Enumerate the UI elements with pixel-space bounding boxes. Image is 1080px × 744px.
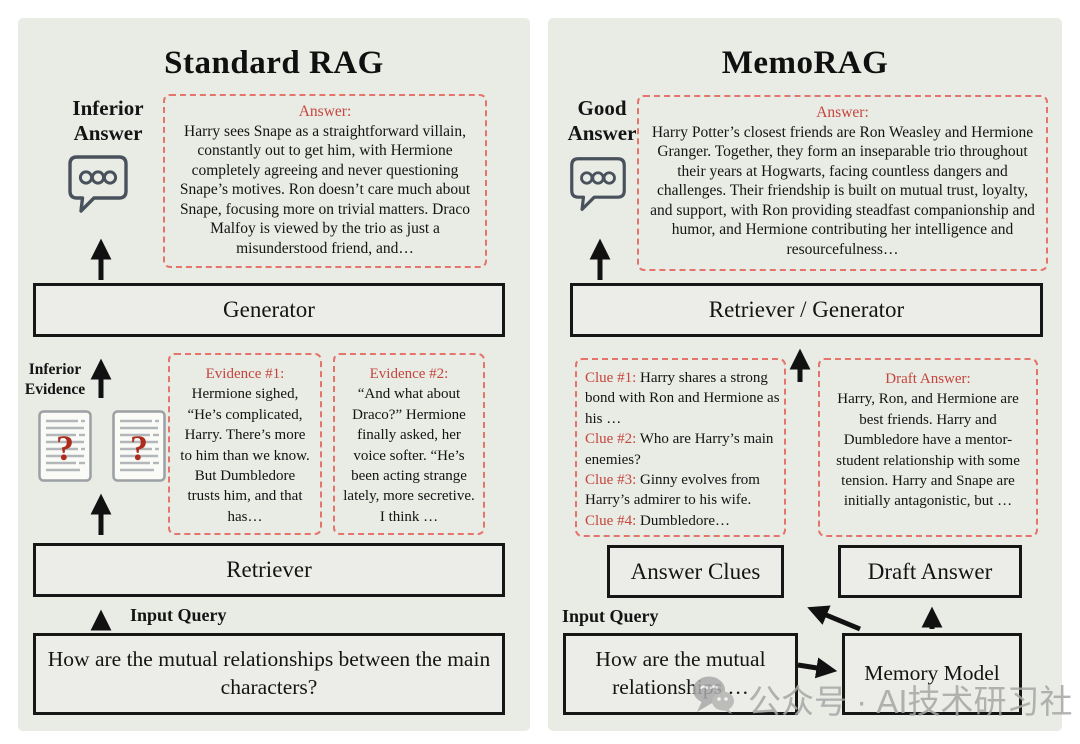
standard-rag-panel: Standard RAG Inferior Answer Answer: Har… <box>18 18 530 731</box>
clue-item: Clue #3: Ginny evolves from Harry’s admi… <box>585 471 760 509</box>
retriever-box: Retriever <box>33 543 505 597</box>
answer-box-body: Harry sees Snape as a straightforward vi… <box>179 122 471 257</box>
memory-model-label: Memory Model <box>864 661 1000 686</box>
clue-item: Clue #1: Harry shares a strong bond with… <box>585 370 780 427</box>
input-query-text: How are the mutual relationships … <box>595 647 766 699</box>
answer-box-body: Harry Potter’s closest friends are Ron W… <box>650 123 1035 258</box>
memory-model-box: Memory Model <box>842 633 1022 715</box>
evidence-1-body: Hermione sighed, “He’s complicated, Harr… <box>180 386 310 525</box>
evidence-2-header: Evidence #2: <box>369 366 449 382</box>
document-question-icon: ? <box>112 410 166 487</box>
draft-answer-header: Draft Answer: <box>885 371 971 387</box>
generator-label: Generator <box>223 297 315 323</box>
input-query-text: How are the mutual relationships between… <box>47 647 491 699</box>
answer-clues-label: Answer Clues <box>630 558 761 584</box>
clue-item: Clue #4: Dumbledore… <box>585 512 730 529</box>
inferior-answer-box: Answer: Harry sees Snape as a straightfo… <box>163 94 487 268</box>
speech-bubble-icon <box>66 154 130 221</box>
good-answer-label: Good Answer <box>567 96 637 146</box>
watermark-text: 公众号 · AI技术研习社 <box>748 683 1073 720</box>
document-question-icon: ? <box>38 410 92 487</box>
draft-answer-box: Draft Answer <box>838 545 1022 598</box>
answer-box-header: Answer: <box>298 103 352 120</box>
evidence-2-body: “And what about Draco?” Hermione finally… <box>343 386 475 525</box>
draft-answer-content-box: Draft Answer: Harry, Ron, and Hermione a… <box>818 358 1038 537</box>
answer-clues-box: Answer Clues <box>607 545 784 598</box>
memorag-title: MemoRAG <box>721 45 889 81</box>
answer-box-header: Answer: <box>816 104 869 121</box>
answer-clues-content-box: Clue #1: Harry shares a strong bond with… <box>575 358 786 537</box>
input-query-label: Input Query <box>130 605 227 625</box>
svg-text:?: ? <box>130 428 148 468</box>
retriever-label: Retriever <box>226 557 312 583</box>
input-query-box: How are the mutual relationships … <box>563 633 798 715</box>
evidence-1-box: Evidence #1: Hermione sighed, “He’s comp… <box>168 353 322 535</box>
inferior-answer-label: Inferior Answer <box>72 96 144 146</box>
standard-rag-title: Standard RAG <box>164 45 384 81</box>
watermark: 公众号 · AI技术研习社 <box>690 674 1073 724</box>
generator-box: Generator <box>33 283 505 337</box>
memorag-panel: MemoRAG Good Answer Answer: Harry Potter… <box>548 18 1062 731</box>
retriever-generator-label: Retriever / Generator <box>708 297 905 323</box>
good-answer-box: Answer: Harry Potter’s closest friends a… <box>637 95 1048 271</box>
evidence-2-box: Evidence #2: “And what about Draco?” Her… <box>333 353 485 535</box>
svg-text:?: ? <box>56 428 74 468</box>
retriever-generator-box: Retriever / Generator <box>570 283 1043 337</box>
input-query-label: Input Query <box>562 606 659 626</box>
speech-bubble-icon <box>568 155 628 220</box>
input-query-box: How are the mutual relationships between… <box>33 633 505 715</box>
speech-bubbles-logo-icon <box>690 674 738 724</box>
clue-item: Clue #2: Who are Harry’s main enemies? <box>585 431 774 468</box>
draft-answer-label: Draft Answer <box>867 558 993 584</box>
inferior-evidence-label: Inferior Evidence <box>24 361 86 399</box>
draft-answer-body: Harry, Ron, and Hermione are best friend… <box>836 391 1020 510</box>
evidence-1-header: Evidence #1: <box>205 366 285 382</box>
clue-list: Clue #1: Harry shares a strong bond with… <box>585 368 780 531</box>
